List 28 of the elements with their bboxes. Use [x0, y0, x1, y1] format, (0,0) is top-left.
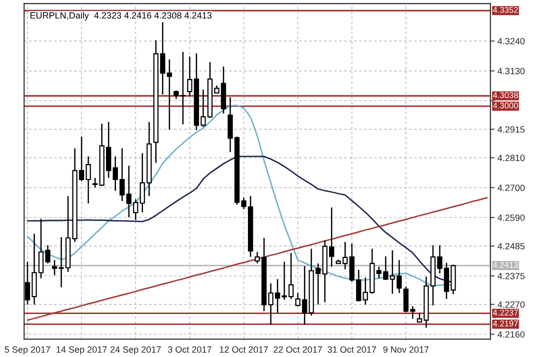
ref-line-label: 4.2413 [492, 262, 518, 268]
y-tick-label: 4.2270 [498, 301, 525, 308]
x-tick-label: 3 Oct 2017 [168, 346, 212, 353]
y-tick-label: 4.3130 [498, 68, 525, 74]
y-tick-label: 4.2485 [498, 242, 525, 250]
x-tick-label: 14 Sep 2017 [56, 346, 107, 355]
y-tick-label: 4.2700 [498, 184, 525, 192]
ref-line-label: 4.3038 [492, 92, 518, 98]
text: EURPLN,Daily 4.2323 4.2416 4.2308 4.2413 [30, 12, 212, 20]
ref-line-label: 4.3352 [492, 6, 518, 13]
x-tick-label: 22 Oct 2017 [274, 346, 322, 353]
x-tick-label: 12 Oct 2017 [220, 346, 268, 353]
y-tick-label: 4.2915 [498, 126, 525, 133]
x-tick-label: 24 Sep 2017 [110, 346, 161, 355]
y-tick-label: 4.2590 [498, 214, 525, 221]
y-tick-label: 4.2810 [498, 154, 525, 162]
x-tick-label: 9 Nov 2017 [383, 346, 429, 353]
y-tick-label: 4.2160 [498, 331, 525, 338]
ref-line-label: 4.3000 [492, 102, 518, 108]
line-series [26, 197, 488, 321]
y-tick-label: 4.2375 [498, 272, 525, 280]
x-tick-label: 31 Oct 2017 [328, 346, 376, 353]
x-tick-label: 5 Sep 2017 [4, 346, 50, 355]
ref-line-label: 4.2197 [492, 320, 518, 326]
candlestick [92, 177, 98, 188]
candlestick [166, 58, 172, 130]
y-tick-label: 4.3240 [498, 38, 525, 44]
ref-line-label: 4.2237 [492, 310, 518, 316]
